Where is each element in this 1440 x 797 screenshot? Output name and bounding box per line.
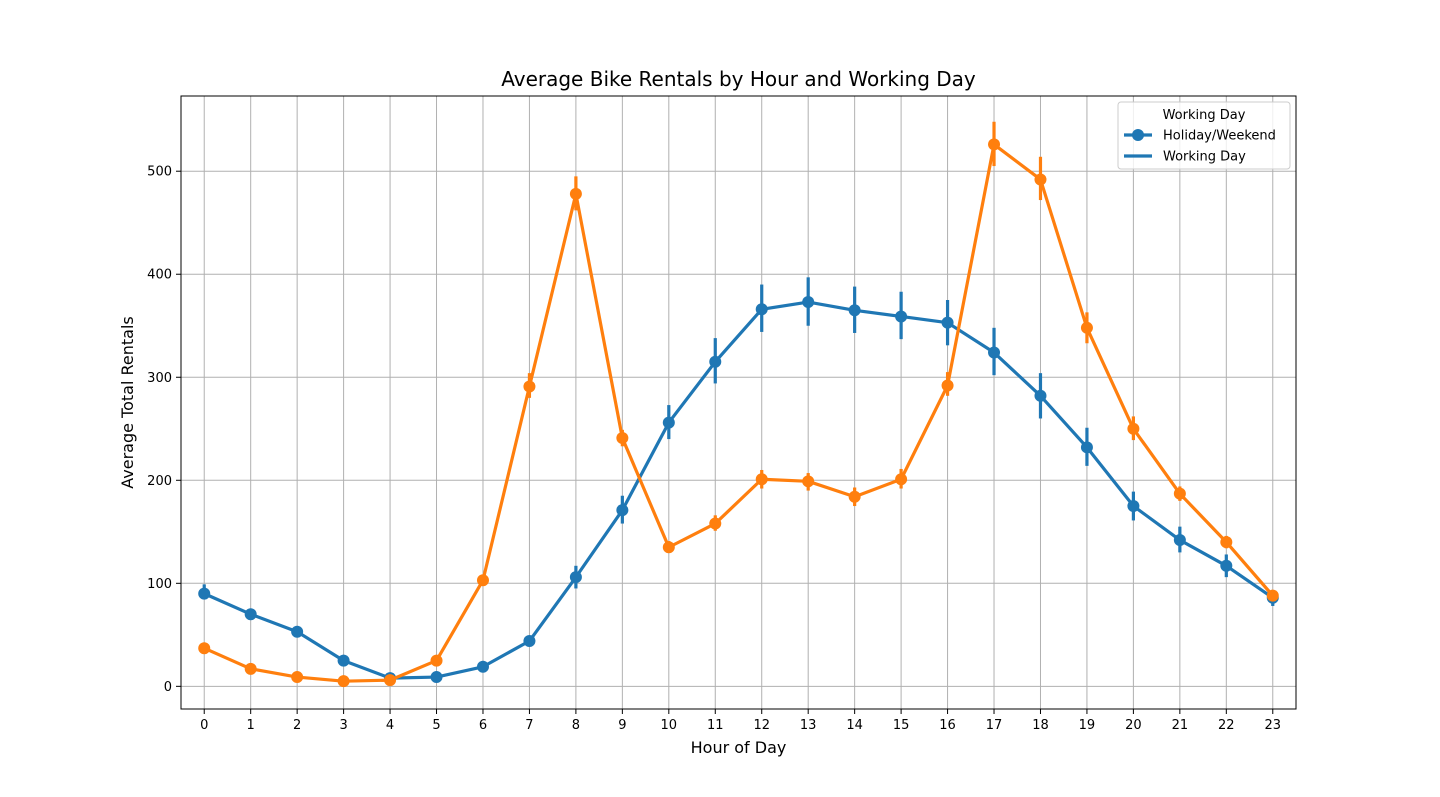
- y-tick-label: 200: [147, 474, 172, 489]
- data-point: [1220, 559, 1233, 572]
- data-point: [291, 625, 304, 638]
- data-point: [384, 674, 397, 687]
- data-point: [616, 504, 629, 517]
- data-point: [430, 671, 443, 684]
- data-point: [569, 571, 582, 584]
- data-point: [1173, 534, 1186, 547]
- legend-entry: Working Day: [1163, 150, 1246, 165]
- data-point: [476, 660, 489, 673]
- data-point: [523, 380, 536, 393]
- legend: Working Day Holiday/Weekend Working Day: [1117, 101, 1291, 170]
- y-tick-label: 500: [147, 165, 172, 180]
- data-point: [198, 587, 211, 600]
- data-point: [755, 473, 768, 486]
- x-tick-label: 1: [247, 718, 255, 733]
- data-point: [662, 416, 675, 429]
- data-point: [1127, 500, 1140, 513]
- y-axis-label: Average Total Rentals: [118, 316, 137, 488]
- data-point: [662, 541, 675, 554]
- data-point: [430, 654, 443, 667]
- x-tick-label: 20: [1125, 718, 1142, 733]
- x-tick-label: 23: [1264, 718, 1281, 733]
- series-0: [198, 277, 1279, 685]
- x-tick-label: 11: [707, 718, 724, 733]
- data-point: [1080, 441, 1093, 454]
- x-tick-label: 13: [800, 718, 817, 733]
- plot-frame: [180, 95, 1297, 710]
- data-point: [802, 475, 815, 488]
- data-point: [1220, 536, 1233, 549]
- x-tick-label: 15: [893, 718, 910, 733]
- data-point: [244, 608, 257, 621]
- data-point: [988, 138, 1001, 151]
- x-tick-label: 16: [939, 718, 956, 733]
- legend-entry: Holiday/Weekend: [1163, 129, 1276, 144]
- data-point: [802, 296, 815, 309]
- data-point: [895, 310, 908, 323]
- x-tick-label: 4: [386, 718, 394, 733]
- y-tick-label: 100: [147, 577, 172, 592]
- data-point: [755, 303, 768, 316]
- legend-title: Working Day: [1163, 108, 1246, 123]
- x-tick-label: 21: [1172, 718, 1189, 733]
- y-tick-label: 300: [147, 371, 172, 386]
- legend-marker: [1132, 129, 1144, 141]
- data-point: [895, 473, 908, 486]
- series-line: [202, 142, 1275, 683]
- x-tick-label: 22: [1218, 718, 1235, 733]
- data-point: [569, 187, 582, 200]
- series-line: [202, 300, 1275, 680]
- data-point: [476, 574, 489, 587]
- x-tick-label: 12: [753, 718, 770, 733]
- plot-area: [198, 121, 1279, 688]
- x-tick-label: 2: [293, 718, 301, 733]
- data-point: [1034, 173, 1047, 186]
- data-point: [291, 671, 304, 684]
- x-tick-label: 7: [525, 718, 533, 733]
- data-point: [616, 432, 629, 445]
- x-tick-label: 9: [618, 718, 626, 733]
- x-tick-label: 19: [1079, 718, 1096, 733]
- data-point: [848, 490, 861, 503]
- x-tick-label: 10: [661, 718, 678, 733]
- data-point: [988, 346, 1001, 359]
- data-point: [709, 517, 722, 530]
- data-point: [1127, 422, 1140, 435]
- x-axis-label: Hour of Day: [691, 738, 787, 757]
- data-point: [244, 662, 257, 675]
- data-point: [941, 316, 954, 329]
- data-point: [709, 355, 722, 368]
- x-tick-label: 6: [479, 718, 487, 733]
- x-tick-label: 3: [339, 718, 347, 733]
- x-tick-label: 8: [572, 718, 580, 733]
- data-point: [1080, 321, 1093, 334]
- data-point: [941, 379, 954, 392]
- data-point: [1173, 487, 1186, 500]
- data-point: [848, 304, 861, 317]
- chart-title: Average Bike Rentals by Hour and Working…: [501, 67, 976, 91]
- x-tick-label: 18: [1032, 718, 1049, 733]
- data-point: [337, 675, 350, 688]
- data-point: [523, 635, 536, 648]
- axes: 0 1 2 3 4 5 6 7 8 9 10 11 12 13 14 15 16 17 18 19 20 21 22 2301…: [147, 165, 1281, 733]
- x-tick-label: 0: [200, 718, 208, 733]
- series-1: [198, 121, 1279, 688]
- x-tick-label: 5: [432, 718, 440, 733]
- y-tick-label: 0: [164, 680, 172, 695]
- x-tick-label: 14: [846, 718, 863, 733]
- data-point: [198, 642, 211, 655]
- y-tick-label: 400: [147, 268, 172, 283]
- data-point: [1034, 389, 1047, 402]
- legend-box: [1117, 101, 1291, 170]
- data-point: [337, 654, 350, 667]
- x-tick-label: 17: [986, 718, 1003, 733]
- data-point: [1266, 589, 1279, 602]
